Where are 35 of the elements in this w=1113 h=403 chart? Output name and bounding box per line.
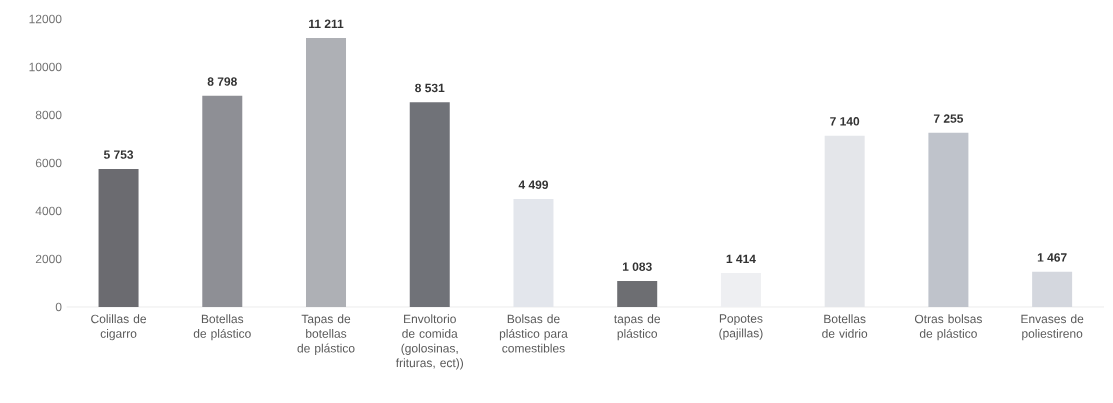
x-tick-label: Colillas de cigarro [91,314,147,341]
y-tick-label: 12000 [29,14,62,24]
bar [409,102,450,307]
x-tick-label: Otras bolsas de plástico [914,314,982,341]
data-label: 1 467 [1037,253,1067,262]
bar [202,95,243,307]
y-tick-label: 2000 [35,254,62,264]
y-tick-label: 10000 [29,62,62,72]
x-tick-label: Envases de poliestireno [1021,314,1084,341]
y-tick-label: 6000 [35,158,62,168]
bar [98,168,139,307]
bar [824,135,865,307]
x-tick-label: Botellas de plástico [193,314,251,341]
data-label: 8 798 [207,77,237,86]
data-label: 7 255 [933,114,964,123]
data-label: 8 531 [415,83,445,93]
bar [513,199,554,307]
data-label: 5 753 [103,150,134,159]
x-tick-label: tapas de plástico [614,314,661,341]
x-tick-label: Bolsas de plástico para comestibles [499,314,568,353]
bar [617,281,658,307]
x-tick-label: Botellas de vidrio [822,314,868,338]
data-label: 1 414 [726,254,756,264]
x-tick-label: Envoltorio de comida (golosinas, frituras, ect)) [395,314,464,370]
data-label: 4 499 [518,180,549,189]
bar [306,37,347,307]
data-label: 7 140 [830,117,860,126]
bar [928,132,969,307]
x-tick-label: Tapas de botellas de plástico [297,314,355,355]
y-tick-label: 0 [55,302,62,312]
x-tick-label: Popotes (pajillas) [719,314,763,340]
y-tick-label: 4000 [35,206,62,216]
y-tick-label: 8000 [35,110,62,120]
data-label: 11 211 [309,19,344,28]
data-label: 1 083 [622,262,652,271]
